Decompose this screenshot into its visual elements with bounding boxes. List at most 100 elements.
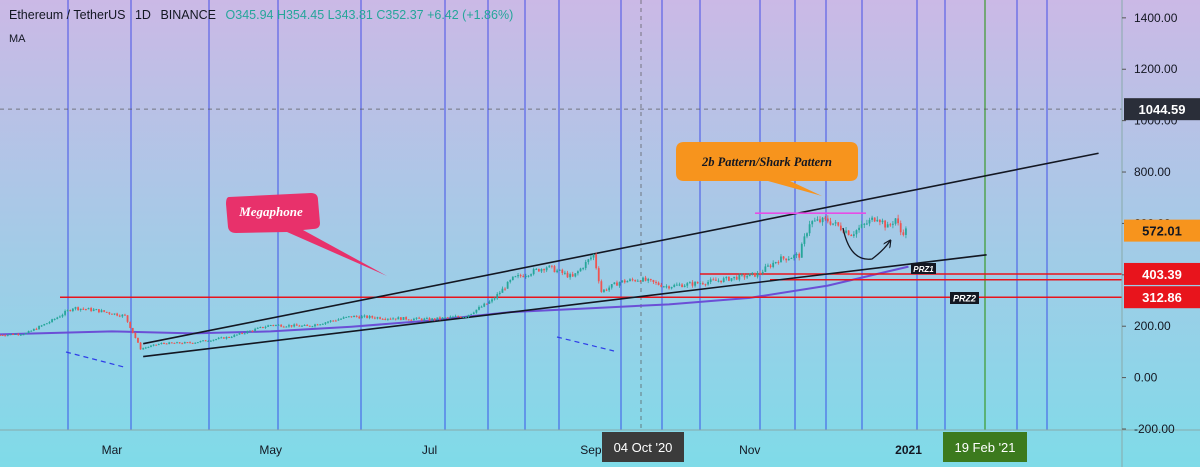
candle	[230, 336, 233, 339]
candle	[670, 286, 673, 290]
candle	[550, 265, 553, 269]
candle	[98, 309, 100, 314]
candle	[238, 332, 241, 335]
candle-body	[113, 313, 116, 315]
indicator-ma-label[interactable]: MA	[9, 33, 26, 45]
candle	[176, 341, 178, 344]
trendline-upper[interactable]	[143, 152, 1099, 345]
candle	[9, 333, 12, 336]
candle-body	[376, 317, 379, 319]
candle	[204, 339, 207, 342]
candle	[360, 315, 363, 319]
candle	[92, 307, 95, 312]
candle-body	[165, 343, 168, 345]
candle	[465, 316, 467, 318]
crosshair-price-badge[interactable]	[1124, 98, 1200, 121]
candle	[426, 316, 428, 320]
candle	[852, 231, 855, 238]
trendline-lower[interactable]	[143, 253, 987, 358]
prz2-label: PRZ2	[953, 294, 976, 304]
cursor-date-badge[interactable]	[602, 432, 684, 462]
candle	[402, 317, 405, 320]
candle	[475, 309, 478, 314]
dashed-guide-line[interactable]	[556, 336, 615, 352]
candle	[798, 252, 801, 261]
candle-body	[428, 318, 431, 321]
candle	[774, 261, 777, 265]
candle	[155, 344, 158, 346]
dashed-guide-line[interactable]	[65, 351, 125, 368]
candle	[491, 298, 493, 304]
candle	[413, 317, 415, 322]
candle	[647, 277, 650, 284]
candle	[293, 323, 296, 328]
candle-body	[652, 280, 655, 282]
candle-body	[683, 285, 686, 288]
candle	[868, 217, 871, 227]
candle	[355, 315, 358, 318]
symbol-name[interactable]: Ethereum / TetherUS	[9, 8, 126, 22]
current-price-badge[interactable]	[1124, 219, 1200, 242]
candle	[545, 266, 548, 273]
candle	[605, 288, 608, 292]
candle	[259, 326, 262, 329]
candle-body	[290, 325, 293, 327]
candle	[251, 330, 254, 333]
candle	[316, 323, 319, 326]
candle	[767, 263, 769, 268]
candle-body	[35, 328, 38, 330]
candle	[254, 327, 257, 332]
candle	[886, 221, 889, 228]
candle	[392, 317, 394, 320]
megaphone-callout[interactable]	[226, 193, 387, 276]
candle-body	[27, 331, 30, 334]
candle-body	[402, 317, 405, 320]
candle-body	[319, 324, 322, 326]
candle-body	[496, 294, 499, 299]
candle-body	[694, 281, 696, 286]
candle	[340, 318, 342, 320]
candle-body	[660, 284, 663, 287]
candle-body	[626, 281, 629, 283]
price-axis-label: 0.00	[1134, 371, 1158, 385]
candle	[103, 310, 106, 313]
prz1-tag[interactable]	[911, 263, 936, 274]
prz2-tag[interactable]	[950, 292, 979, 304]
candle-body	[691, 282, 694, 286]
candle-body	[701, 283, 704, 285]
candle-body	[66, 310, 69, 312]
candle	[56, 316, 59, 320]
candle	[884, 219, 887, 231]
candle	[881, 218, 884, 225]
candle-body	[441, 317, 444, 320]
candle	[871, 215, 873, 222]
future-date-badge[interactable]	[943, 432, 1027, 462]
candle	[181, 342, 184, 345]
pattern-callout[interactable]	[676, 142, 858, 196]
projection-arrow[interactable]	[842, 227, 890, 260]
candle-body	[748, 273, 751, 277]
candle	[579, 267, 582, 272]
candle	[709, 277, 712, 285]
interval-label[interactable]: 1D	[134, 8, 151, 22]
candle	[746, 273, 749, 279]
candle-body	[780, 256, 782, 263]
candle	[678, 282, 681, 287]
candle-body	[774, 262, 777, 264]
candle	[51, 318, 53, 323]
candle	[587, 258, 590, 265]
candle-body	[379, 317, 381, 319]
candle	[902, 229, 905, 237]
candle	[592, 253, 595, 261]
candle-body	[764, 266, 767, 272]
candle-body	[665, 286, 668, 288]
level-403-price-badge[interactable]	[1124, 262, 1200, 285]
candle	[610, 284, 613, 290]
candle	[623, 278, 626, 284]
candle-body	[280, 324, 283, 327]
candle	[209, 340, 212, 342]
level-312-price-badge[interactable]	[1124, 286, 1200, 309]
candle	[826, 215, 829, 224]
candle	[199, 340, 202, 343]
